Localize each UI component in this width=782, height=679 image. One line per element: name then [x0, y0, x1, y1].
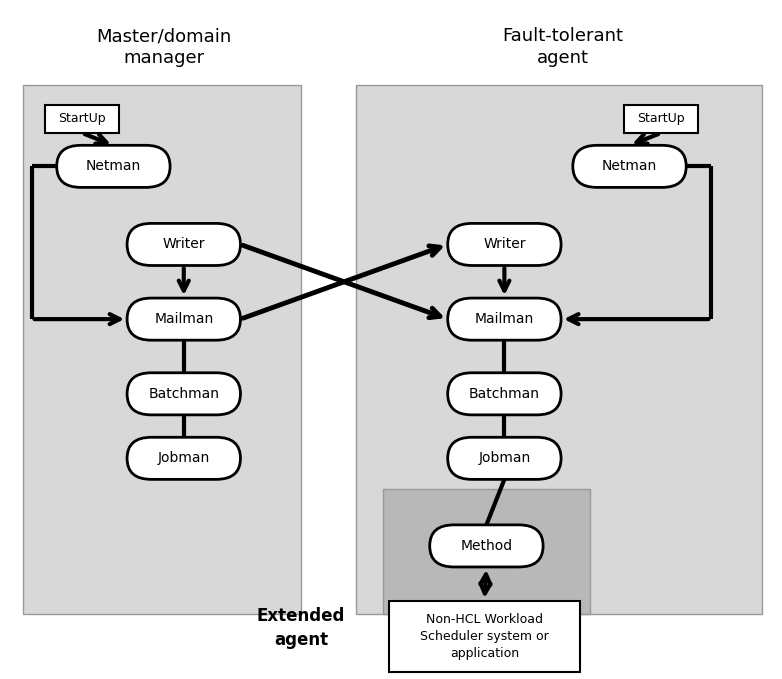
Bar: [389, 601, 580, 672]
Text: Extended
agent: Extended agent: [256, 607, 346, 649]
Text: Master/domain
manager: Master/domain manager: [97, 27, 231, 67]
FancyBboxPatch shape: [447, 223, 561, 265]
Bar: [356, 85, 762, 614]
FancyBboxPatch shape: [56, 145, 170, 187]
FancyBboxPatch shape: [430, 525, 543, 567]
Text: Non-HCL Workload
Scheduler system or
application: Non-HCL Workload Scheduler system or app…: [420, 613, 549, 660]
FancyBboxPatch shape: [573, 145, 687, 187]
Bar: [23, 85, 301, 614]
Bar: [624, 105, 698, 133]
Text: Batchman: Batchman: [469, 387, 540, 401]
Text: Netman: Netman: [602, 160, 657, 173]
Text: Method: Method: [461, 539, 512, 553]
FancyBboxPatch shape: [127, 373, 241, 415]
Text: StartUp: StartUp: [637, 112, 684, 126]
Text: Writer: Writer: [163, 238, 205, 251]
Text: Jobman: Jobman: [479, 452, 530, 465]
FancyBboxPatch shape: [447, 437, 561, 479]
Text: Fault-tolerant
agent: Fault-tolerant agent: [503, 27, 623, 67]
Bar: [45, 105, 119, 133]
FancyBboxPatch shape: [127, 223, 241, 265]
FancyBboxPatch shape: [447, 373, 561, 415]
FancyBboxPatch shape: [127, 437, 241, 479]
Text: StartUp: StartUp: [59, 112, 106, 126]
FancyBboxPatch shape: [127, 298, 241, 340]
FancyBboxPatch shape: [447, 298, 561, 340]
Text: Batchman: Batchman: [149, 387, 219, 401]
Bar: [383, 489, 590, 614]
Text: Writer: Writer: [483, 238, 526, 251]
Text: Jobman: Jobman: [158, 452, 210, 465]
Text: Netman: Netman: [86, 160, 141, 173]
Text: Mailman: Mailman: [475, 312, 534, 326]
Text: Mailman: Mailman: [154, 312, 213, 326]
